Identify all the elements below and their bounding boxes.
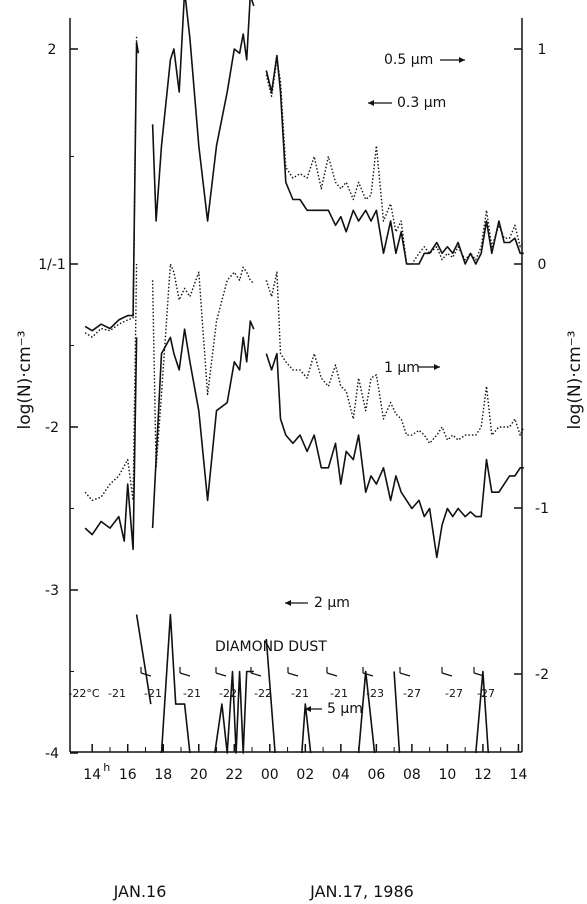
temperature-label: -23: [366, 687, 384, 700]
wind-barb-mark: [140, 672, 152, 677]
right-tick-label: 1: [538, 42, 547, 58]
temperature-label: -27: [445, 687, 463, 700]
x-tick-label: 16: [119, 767, 137, 783]
label-5um: 5 µm: [327, 701, 363, 717]
arrow-0-5um-head: [459, 57, 465, 63]
series-line-segment: [84, 41, 140, 332]
diamond-dust-label: DIAMOND DUST: [215, 639, 327, 655]
temperature-label: -22°C: [68, 687, 99, 700]
wind-barb-mark: [362, 672, 374, 677]
arrow-1um-head: [434, 364, 440, 370]
arrow-0-3um-head: [368, 100, 374, 106]
series-line-segment: [151, 0, 255, 222]
x-tick-label: 10: [438, 767, 456, 783]
arrow-2um-head: [285, 600, 291, 606]
series-1-m: [84, 263, 525, 502]
wind-barb-mark: [441, 672, 453, 677]
wind-barb-mark: [215, 672, 227, 677]
x-tick-label: 02: [296, 767, 314, 783]
left-tick-label: 2: [48, 42, 57, 58]
series-line-segment: [84, 263, 138, 502]
x-tick-label: 14: [83, 767, 101, 783]
label-2um: 2 µm: [314, 595, 350, 611]
x-tick-label: 18: [154, 767, 172, 783]
right-tick-label: 0: [538, 257, 547, 273]
series-line-segment: [393, 671, 401, 754]
temperature-label: -21: [144, 687, 162, 700]
labels-layer: log(N)·cm⁻³ log(N)·cm⁻³ JAN.16 JAN.17, 1986…: [15, 52, 585, 901]
wind-barb-mark: [399, 672, 411, 677]
temperature-label: -27: [477, 687, 495, 700]
x-tick-label: 00: [261, 767, 279, 783]
temperature-label: -27: [403, 687, 421, 700]
temperature-label: -21: [291, 687, 309, 700]
x-tick-label: 12: [474, 767, 492, 783]
temperature-label: -21: [183, 687, 201, 700]
series-5-m: [135, 613, 490, 754]
series-line-segment: [214, 670, 254, 754]
date-label-jan16: JAN.16: [113, 882, 167, 901]
temperature-label: -21: [330, 687, 348, 700]
left-tick-label: -3: [45, 583, 59, 599]
series-line-segment: [84, 337, 138, 551]
temperature-label: -22: [254, 687, 272, 700]
label-1um: 1 µm: [384, 360, 420, 376]
series-0-3-m: [84, 0, 524, 332]
series-line-segment: [265, 638, 276, 754]
x-tick-label: 06: [367, 767, 385, 783]
series-line-segment: [160, 613, 191, 754]
series-line-segment: [357, 670, 376, 754]
temperature-label: -21: [108, 687, 126, 700]
series-line-segment: [151, 263, 255, 469]
temperature-label: -22: [219, 687, 237, 700]
x-tick-label: 22: [225, 767, 243, 783]
hour-marker: h: [103, 761, 110, 774]
series-0-5-m: [84, 36, 525, 338]
series-line-segment: [265, 271, 525, 444]
series-line-segment: [135, 614, 152, 705]
series-line-segment: [265, 59, 525, 265]
wind-barb-mark: [179, 672, 191, 677]
series-2-m: [84, 320, 524, 559]
left-tick-label: -2: [45, 420, 59, 436]
right-tick-label: -2: [535, 667, 549, 683]
series-line-segment: [301, 703, 312, 754]
wind-barb-mark: [250, 672, 262, 677]
label-0-5um: 0.5 µm: [384, 52, 433, 68]
wind-barb-mark: [326, 672, 338, 677]
left-tick-label: 1/-1: [38, 257, 66, 273]
wind-barb-mark: [287, 672, 299, 677]
x-tick-label: 14: [510, 767, 528, 783]
right-axis-title: log(N)·cm⁻³: [565, 331, 585, 430]
series-line-segment: [151, 320, 255, 529]
label-0-3um: 0.3 µm: [397, 95, 446, 111]
ticks-layer: 21/-1-2-3-410-1-214 h 16 18 20 22 00 02 04 06 08 10…: [38, 42, 549, 783]
left-tick-label: -4: [45, 746, 59, 762]
x-tick-label: 04: [332, 767, 350, 783]
series-line-segment: [265, 352, 524, 559]
right-tick-label: -1: [535, 501, 549, 517]
x-tick-label: 08: [403, 767, 421, 783]
wind-barb-mark: [473, 672, 485, 677]
series-line-segment: [84, 36, 138, 338]
series-line-segment: [265, 54, 524, 265]
series-line-segment: [475, 670, 490, 754]
date-label-jan17: JAN.17, 1986: [309, 882, 414, 901]
left-axis-title: log(N)·cm⁻³: [15, 331, 35, 430]
arrow-5um-head: [305, 706, 311, 712]
series-layer: [84, 0, 525, 754]
x-tick-label: 20: [190, 767, 208, 783]
